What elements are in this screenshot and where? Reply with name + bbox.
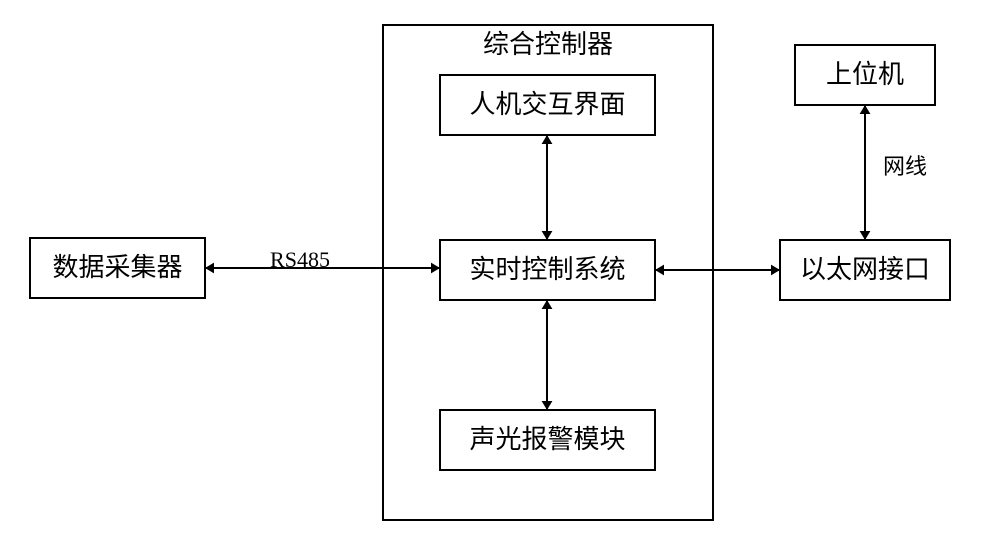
nodes-group: 数据采集器 人机交互界面实时控制系统声光报警模块 以太网接口 上位机 xyxy=(30,45,950,470)
node-label-ethernet-interface: 以太网接口 xyxy=(800,255,930,284)
edge-e-hmi-rc xyxy=(542,135,553,240)
edge-e-rc-al xyxy=(542,300,553,410)
system-diagram: 综合控制器 数据采集器 人机交互界面实时控制系统声光报警模块 以太网接口 上位机 RS… xyxy=(0,0,1000,545)
edge-e-eth-host: 网线 xyxy=(860,105,927,240)
node-realtime-control: 实时控制系统 xyxy=(440,240,655,300)
edge-e-dc-rc: RS485 xyxy=(205,247,440,273)
node-label-host-computer: 上位机 xyxy=(826,60,904,89)
edge-label-e-eth-host: 网线 xyxy=(883,154,927,179)
node-label-realtime-control: 实时控制系统 xyxy=(469,255,625,284)
node-hmi: 人机交互界面 xyxy=(440,75,655,135)
node-alarm-module: 声光报警模块 xyxy=(440,410,655,470)
node-label-data-collector: 数据采集器 xyxy=(52,253,182,282)
edge-e-rc-eth xyxy=(655,265,780,276)
edge-label-e-dc-rc: RS485 xyxy=(270,247,330,272)
node-label-hmi: 人机交互界面 xyxy=(469,90,625,119)
node-label-alarm-module: 声光报警模块 xyxy=(469,425,625,454)
node-data-collector: 数据采集器 xyxy=(30,238,205,298)
node-host-computer: 上位机 xyxy=(795,45,935,105)
node-ethernet-interface: 以太网接口 xyxy=(780,240,950,300)
controller-title: 综合控制器 xyxy=(483,30,613,59)
